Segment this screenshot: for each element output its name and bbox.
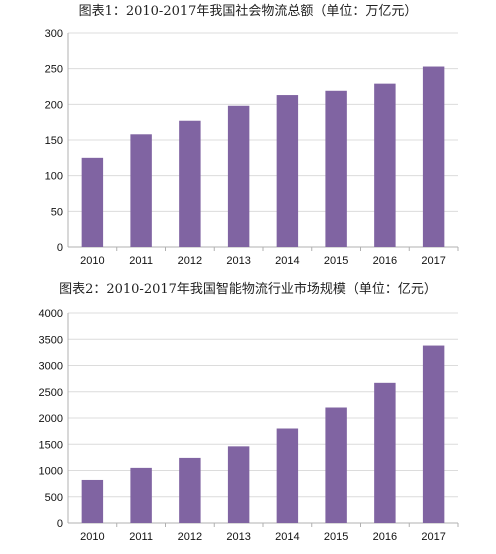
bar: [276, 95, 299, 247]
x-tick-label: 2017: [421, 531, 445, 543]
bar: [325, 407, 347, 523]
y-tick-label: 2000: [39, 413, 63, 425]
x-tick-label: 2015: [324, 531, 348, 543]
bar: [422, 345, 445, 523]
x-tick-label: 2010: [80, 531, 104, 543]
y-tick-label: 100: [45, 171, 63, 183]
y-tick-label: 50: [51, 206, 63, 218]
chart1-plot: 0 50 100 150 200 250 300 2010 2011 2012 2013 2014 20…: [45, 28, 459, 267]
y-tick-label: 3000: [39, 361, 63, 373]
x-tick-label: 2013: [226, 255, 250, 267]
y-tick-label: 250: [45, 64, 63, 76]
bar: [374, 382, 396, 523]
y-tick-label: 3500: [39, 334, 63, 346]
y-tick-label: 500: [45, 492, 63, 504]
bar: [276, 428, 299, 523]
x-tick-label: 2014: [275, 255, 299, 267]
bar: [422, 66, 445, 247]
x-tick-label: 2013: [226, 531, 250, 543]
y-tick-label: 2500: [39, 387, 63, 399]
x-tick-label: 2010: [80, 255, 104, 267]
bar: [130, 467, 152, 523]
bar: [81, 479, 104, 523]
x-tick-label: 2015: [324, 255, 348, 267]
y-tick-label: 1500: [39, 439, 63, 451]
x-tick-label: 2016: [373, 531, 397, 543]
y-tick-label: 300: [45, 28, 63, 40]
x-tick-label: 2017: [421, 255, 445, 267]
bar: [81, 157, 104, 247]
x-tick-label: 2016: [373, 255, 397, 267]
bar: [179, 120, 201, 247]
bar: [130, 134, 152, 247]
bar: [179, 457, 201, 523]
bar: [227, 446, 250, 523]
x-tick-label: 2011: [129, 531, 153, 543]
y-tick-label: 0: [57, 518, 63, 530]
y-tick-label: 0: [57, 242, 63, 254]
chart2-plot: 0 500 1000 1500 2000 2500 3000 3500 4000 2010 2011…: [39, 308, 459, 543]
y-tick-label: 150: [45, 135, 63, 147]
bar: [227, 105, 250, 247]
x-tick-label: 2014: [275, 531, 299, 543]
bar: [374, 83, 396, 247]
x-tick-label: 2012: [178, 531, 202, 543]
bar: [325, 90, 347, 247]
y-tick-label: 1000: [39, 466, 63, 478]
y-tick-label: 200: [45, 99, 63, 111]
chart1-title: 图表1：2010-2017年我国社会物流总额（单位：万亿元）: [78, 4, 418, 19]
y-tick-label: 4000: [39, 308, 63, 320]
chart2-title: 图表2：2010-2017年我国智能物流行业市场规模（单位：亿元）: [59, 282, 437, 297]
x-tick-label: 2012: [178, 255, 202, 267]
x-tick-label: 2011: [129, 255, 153, 267]
